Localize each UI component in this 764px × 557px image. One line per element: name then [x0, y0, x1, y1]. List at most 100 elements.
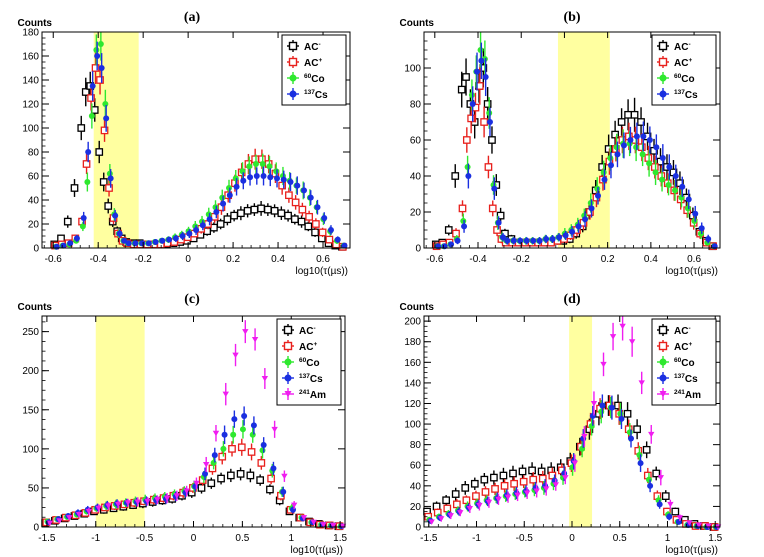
data-point — [246, 156, 253, 177]
marker — [466, 505, 474, 512]
marker — [482, 74, 489, 80]
data-point — [676, 514, 684, 522]
y-tick-label: 80 — [28, 148, 40, 159]
data-point — [260, 166, 267, 186]
marker — [243, 206, 252, 215]
data-point — [125, 240, 132, 247]
marker — [290, 506, 297, 513]
marker — [639, 151, 646, 158]
data-point — [666, 513, 673, 521]
y-tick-label: 60 — [28, 172, 40, 183]
marker — [530, 237, 537, 244]
data-point — [134, 497, 141, 507]
data-point — [154, 495, 161, 504]
marker — [470, 479, 479, 488]
x-tick-label: 1.5 — [708, 533, 722, 544]
marker — [510, 479, 518, 488]
marker — [56, 518, 63, 524]
marker — [203, 461, 210, 468]
marker — [432, 502, 441, 511]
marker — [569, 228, 576, 235]
y-tick-label: 60 — [410, 461, 422, 472]
data-point — [628, 326, 636, 357]
y-tick-label: 180 — [404, 337, 421, 348]
marker — [510, 237, 517, 244]
marker — [163, 495, 171, 502]
legend-marker — [659, 358, 667, 366]
data-point — [659, 167, 666, 192]
data-point — [211, 447, 218, 463]
data-point — [301, 182, 308, 199]
data-point — [608, 395, 615, 420]
marker — [645, 476, 652, 483]
marker — [197, 484, 206, 492]
marker — [562, 475, 569, 481]
marker — [231, 416, 238, 423]
data-point — [523, 237, 530, 245]
marker — [499, 234, 506, 241]
marker — [193, 227, 200, 233]
data-point — [280, 486, 287, 498]
legend-label-AC_plus: AC+ — [299, 341, 317, 353]
data-point — [267, 472, 275, 485]
marker — [493, 226, 501, 234]
data-point — [253, 167, 260, 185]
data-point — [575, 219, 582, 233]
marker — [499, 471, 508, 480]
marker — [523, 490, 531, 497]
marker — [267, 174, 274, 181]
data-point — [469, 86, 476, 122]
legend-label-Co60: 60Co — [299, 357, 320, 369]
marker — [600, 361, 607, 368]
marker — [246, 163, 253, 170]
data-point — [695, 522, 703, 528]
y-tick-label: 40 — [410, 481, 422, 492]
marker — [304, 222, 313, 231]
data-point — [538, 470, 547, 487]
marker — [504, 237, 511, 244]
data-point — [285, 187, 293, 203]
marker — [598, 408, 605, 415]
legend-label-Am241: 241Am — [674, 389, 701, 401]
data-point — [514, 489, 521, 502]
data-point — [73, 234, 80, 242]
marker — [495, 496, 502, 503]
marker — [685, 196, 692, 203]
marker — [341, 242, 348, 249]
data-point — [474, 52, 481, 91]
y-axis-label: Counts — [18, 302, 53, 313]
marker — [297, 217, 306, 226]
x-tick-label: 0.5 — [613, 533, 627, 544]
data-point — [647, 479, 654, 493]
data-point — [633, 419, 641, 440]
data-point — [228, 441, 236, 457]
data-point — [274, 169, 281, 188]
data-point — [672, 179, 679, 201]
x-tick-label: 0 — [562, 254, 568, 265]
marker — [325, 235, 334, 244]
data-point — [242, 320, 249, 344]
data-point — [653, 134, 660, 161]
data-point — [458, 200, 467, 217]
data-point — [646, 150, 653, 177]
legend-label-AC_plus: AC+ — [674, 341, 692, 353]
marker — [221, 431, 228, 438]
marker — [623, 409, 632, 418]
data-point — [116, 229, 123, 238]
marker — [480, 475, 489, 484]
marker — [443, 504, 452, 513]
data-point — [85, 507, 93, 516]
x-tick-label: 0.6 — [687, 254, 701, 265]
marker — [451, 490, 460, 498]
data-point — [75, 511, 83, 518]
marker — [705, 523, 712, 529]
marker — [472, 492, 480, 500]
marker — [98, 65, 105, 71]
data-point — [115, 500, 122, 509]
marker — [247, 174, 254, 181]
marker — [661, 492, 670, 500]
data-point — [504, 236, 511, 245]
y-tick-label: 160 — [404, 358, 421, 369]
marker — [637, 460, 644, 467]
x-tick-label: 0.4 — [644, 254, 658, 265]
